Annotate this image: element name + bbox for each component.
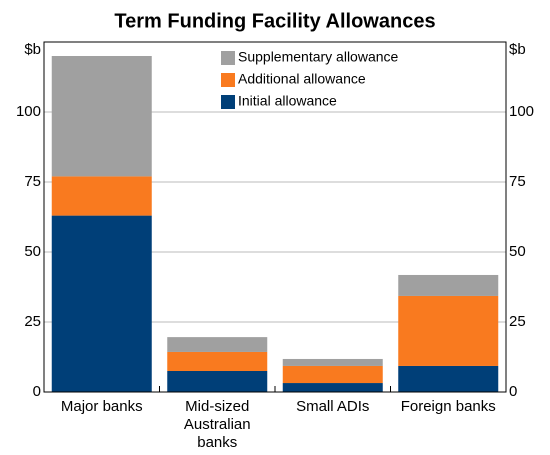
y2-tick-label: 50 xyxy=(509,243,526,260)
y2-unit: $b xyxy=(509,41,526,58)
x-tick-label: Small ADIs xyxy=(296,398,370,415)
y-tick-label: 25 xyxy=(24,313,41,330)
y-tick-label: 100 xyxy=(16,103,41,120)
plot-frame xyxy=(43,41,507,393)
y2-tick-label: 100 xyxy=(509,103,534,120)
bar-segment xyxy=(51,215,152,392)
legend-label: Supplementary allowance xyxy=(238,49,399,65)
y-tick-label: 50 xyxy=(24,243,41,260)
x-tick-label: Foreign banks xyxy=(400,398,496,415)
bar-segment xyxy=(282,358,383,366)
legend-label: Initial allowance xyxy=(238,93,337,109)
legend-swatch xyxy=(221,51,235,65)
bar-segment xyxy=(398,295,499,366)
y-tick-label: 0 xyxy=(33,383,41,400)
legend-swatch xyxy=(221,73,235,87)
bar-segment xyxy=(51,176,152,216)
chart-title: Term Funding Facility Allowances xyxy=(114,10,435,32)
y-unit: $b xyxy=(24,41,41,58)
x-tick-label: Mid-sized Australian banks xyxy=(183,398,251,451)
bar-segment xyxy=(167,371,268,392)
y-tick-label: 75 xyxy=(24,173,41,190)
bar-segment xyxy=(51,56,152,177)
y2-tick-label: 0 xyxy=(509,383,517,400)
bar-segment xyxy=(282,365,383,384)
bar-segment xyxy=(167,351,268,371)
bar-segment xyxy=(282,383,383,392)
legend-label: Additional allowance xyxy=(238,71,366,87)
x-tick-label: Major banks xyxy=(60,398,143,415)
bar-segment xyxy=(398,365,499,392)
y2-tick-label: 25 xyxy=(509,313,526,330)
bar-segment xyxy=(167,337,268,352)
y2-tick-label: 75 xyxy=(509,173,526,190)
bar-segment xyxy=(398,274,499,296)
legend-swatch xyxy=(221,95,235,109)
